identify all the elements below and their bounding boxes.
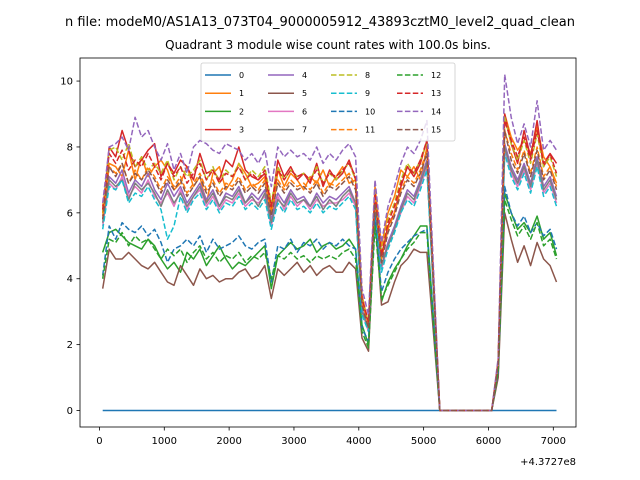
y-tick-label: 6	[67, 208, 73, 219]
y-tick-label: 2	[67, 340, 73, 351]
chart-title: Quadrant 3 module wise count rates with …	[165, 38, 491, 52]
legend-label-9: 9	[365, 89, 370, 98]
x-tick-label: 3000	[281, 436, 306, 447]
y-tick-label: 10	[60, 77, 73, 88]
series-line-15	[101, 129, 558, 412]
plot-frame	[79, 57, 577, 428]
legend-label-11: 11	[365, 126, 375, 135]
legend-label-12: 12	[431, 71, 441, 80]
series-line-8	[101, 116, 558, 412]
legend-label-2: 2	[239, 107, 244, 116]
x-tick-label: 7000	[541, 436, 566, 447]
x-tick-label: 2000	[216, 436, 241, 447]
series-line-10	[101, 185, 558, 412]
x-tick-label: 4000	[346, 436, 371, 447]
legend-label-1: 1	[239, 89, 244, 98]
series-line-11	[101, 129, 558, 412]
series-line-9	[101, 152, 558, 412]
series-line-2	[101, 192, 558, 412]
axis-layer: 0 1000 2000 3000 4000 5000 6000 7000 0 2 4 6 8 10	[60, 77, 566, 447]
series-layer	[101, 73, 558, 412]
suptitle: n file: modeM0/AS1A13_073T04_9000005912_…	[65, 15, 575, 30]
legend-label-7: 7	[302, 126, 307, 135]
legend-label-4: 4	[302, 71, 307, 80]
x-tick-label: 0	[96, 436, 102, 447]
legend-label-15: 15	[431, 126, 441, 135]
legend-label-10: 10	[365, 107, 375, 116]
x-tick-label: 5000	[411, 436, 436, 447]
y-tick-label: 0	[67, 406, 73, 417]
legend-label-8: 8	[365, 71, 370, 80]
legend-label-5: 5	[302, 89, 307, 98]
x-offset-label: +4.3727e8	[520, 457, 576, 468]
y-tick-label: 4	[67, 274, 73, 285]
legend-label-14: 14	[431, 107, 441, 116]
legend-label-6: 6	[302, 107, 307, 116]
series-line-14	[101, 73, 558, 412]
x-tick-label: 1000	[152, 436, 177, 447]
x-tick-label: 6000	[476, 436, 501, 447]
y-tick-label: 8	[67, 142, 73, 153]
legend-label-13: 13	[431, 89, 441, 98]
legend-label-3: 3	[239, 126, 244, 135]
legend-frame	[200, 62, 456, 142]
legend-label-0: 0	[239, 71, 244, 80]
